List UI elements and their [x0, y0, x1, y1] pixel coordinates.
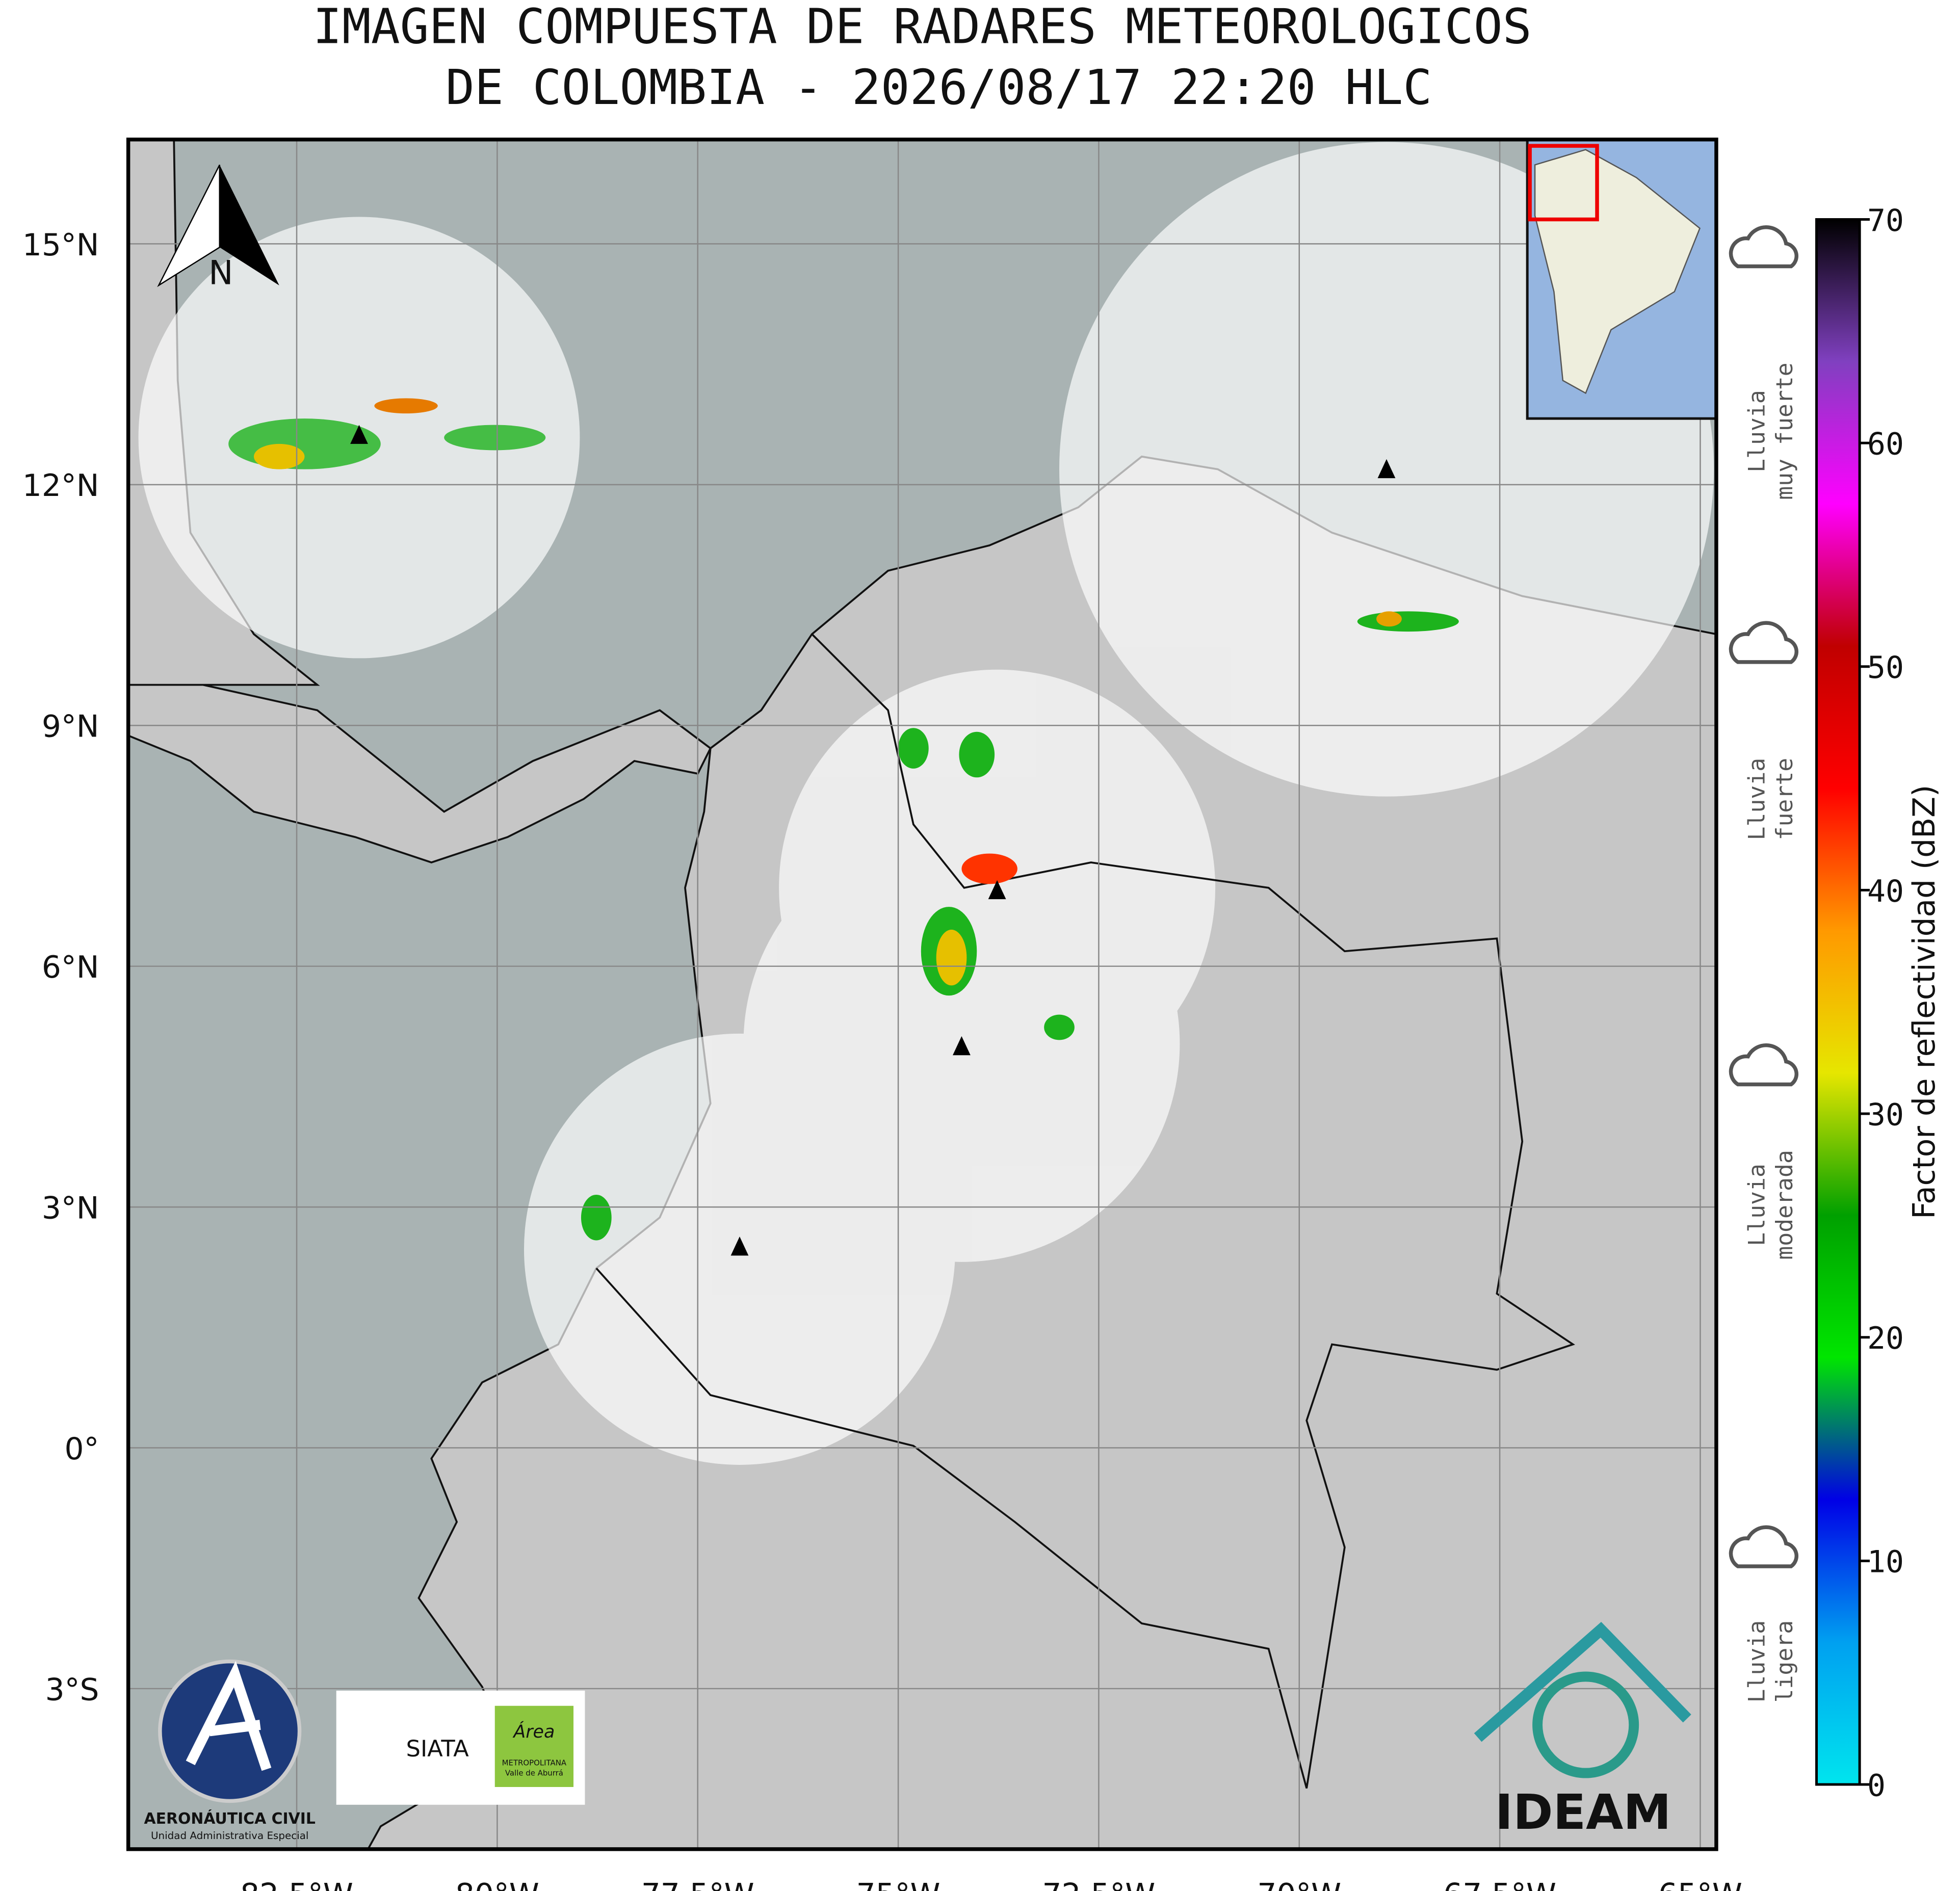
inset-extent	[1528, 144, 1599, 222]
rain-icon	[1729, 1525, 1798, 1568]
rain-level-label: muy fuerte	[1771, 362, 1798, 500]
colorbar-tick-label: 20	[1867, 1321, 1904, 1356]
lat-tick-label: 12°N	[22, 468, 99, 504]
radar-sites	[350, 425, 1396, 1256]
rain-level-label: ligera	[1771, 1620, 1798, 1703]
rain-level-label: moderada	[1771, 1150, 1798, 1260]
lat-tick-label: 0°	[65, 1432, 99, 1467]
colorbar-tick-label: 50	[1867, 650, 1904, 686]
lon-tick-label: 82.5°W	[240, 1877, 353, 1891]
aeronautica-logo	[186, 1661, 272, 1771]
area-logo	[494, 1705, 574, 1787]
colorbar-tick-label: 10	[1867, 1545, 1904, 1580]
lon-tick-label: 70°W	[1257, 1877, 1341, 1891]
rain-level-label: Lluvia	[1743, 1164, 1770, 1246]
colorbar-tick-label: 30	[1867, 1097, 1904, 1133]
lon-tick-label: 65°W	[1658, 1877, 1742, 1891]
map-frame	[126, 137, 1718, 1851]
colorbar-tick-label: 0	[1867, 1768, 1886, 1803]
lat-tick-label: 9°N	[42, 710, 99, 745]
colorbar	[1815, 218, 1861, 1786]
rain-level-label: Lluvia	[1743, 1620, 1770, 1703]
rain-level-label: Lluvia	[1743, 758, 1770, 841]
lat-tick-label: 6°N	[42, 950, 99, 985]
title-line: DE COLOMBIA - 2026/08/17 22:20 HLC	[446, 60, 1432, 116]
logo-text: SIATA	[406, 1735, 469, 1762]
inset-continent	[1534, 149, 1701, 395]
colorbar-tick-label: 60	[1867, 427, 1904, 462]
lon-tick-label: 75°W	[856, 1877, 940, 1891]
colorbar-tick-label: 40	[1867, 874, 1904, 909]
rain-icon	[1729, 1043, 1798, 1087]
ideam-logo	[1474, 1621, 1691, 1742]
logo-text: AERONÁUTICA CIVIL	[144, 1809, 316, 1828]
logo-text: METROPOLITANA	[502, 1758, 567, 1768]
logo-text: Área	[512, 1721, 555, 1742]
title-line: IMAGEN COMPUESTA DE RADARES METEOROLOGIC…	[313, 0, 1532, 55]
colorbar-label: Factor de reflectividad (dBZ)	[1907, 785, 1942, 1219]
rain-icon	[1729, 225, 1798, 269]
logo-text: Valle de Aburrá	[505, 1769, 563, 1778]
rain-icon	[1729, 621, 1798, 664]
map: N AERONÁUTICA CIVIL Unidad Administrativ…	[128, 139, 1716, 1849]
axis-labels: 82.5°W 80°W 77.5°W 75°W 72.5°W 70°W 67.5°W 65°W…	[22, 228, 1742, 1891]
precipitation	[228, 398, 1459, 1241]
lon-tick-label: 67.5°W	[1443, 1877, 1556, 1891]
logo-text: IDEAM	[1495, 1784, 1671, 1841]
ideam-logo	[1532, 1671, 1639, 1778]
logo-text: Unidad Administrativa Especial	[151, 1830, 308, 1842]
graticule	[128, 139, 1716, 1849]
colorbar-tick-label: 70	[1867, 203, 1904, 239]
colombia-border	[595, 633, 1575, 1789]
rain-level-label: Lluvia	[1743, 390, 1770, 472]
north-label: N	[208, 254, 233, 292]
lon-tick-label: 72.5°W	[1042, 1877, 1156, 1891]
lat-tick-label: 15°N	[22, 228, 99, 263]
lat-tick-label: 3°S	[45, 1672, 99, 1708]
lon-tick-label: 77.5°W	[641, 1877, 754, 1891]
lon-tick-label: 80°W	[455, 1877, 539, 1891]
lat-tick-label: 3°N	[42, 1191, 99, 1226]
rain-level-label: fuerte	[1771, 758, 1798, 841]
